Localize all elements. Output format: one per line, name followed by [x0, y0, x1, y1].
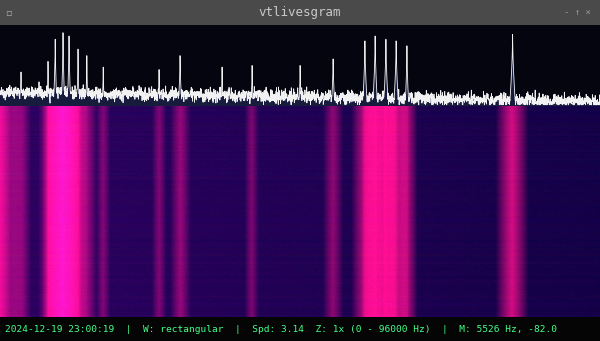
Text: vtlivesgram: vtlivesgram	[259, 6, 341, 19]
Text: ▫: ▫	[5, 7, 11, 17]
Text: - ↑ ×: - ↑ ×	[564, 8, 591, 17]
Text: 2024-12-19 23:00:19  |  W: rectangular  |  Spd: 3.14  Z: 1x (0 - 96000 Hz)  |  M: 2024-12-19 23:00:19 | W: rectangular | S…	[5, 325, 557, 333]
